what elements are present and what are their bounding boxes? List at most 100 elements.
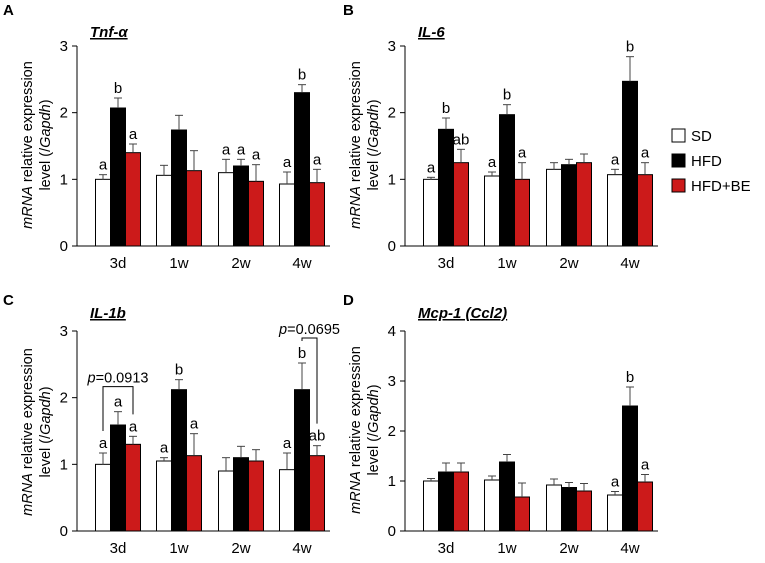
legend-label-sd: SD <box>691 128 712 145</box>
bar-sd <box>484 175 500 247</box>
bar-hfd <box>499 114 515 247</box>
significance-label: a <box>283 435 292 452</box>
y-tick-label: 1 <box>388 171 396 188</box>
legend: SD HFD HFD+BE <box>671 128 751 195</box>
panel-a-ylabel-line2: level (/Gapdh) <box>38 99 54 190</box>
panel-b-ylabel-line2: level (/Gapdh) <box>366 99 382 190</box>
bar-hfd <box>438 128 454 247</box>
significance-label: a <box>237 141 246 158</box>
x-tick-label: 3d <box>110 255 127 272</box>
x-tick-label: 1w <box>497 540 516 557</box>
panel-letter-c: C <box>3 292 14 309</box>
significance-label: b <box>503 87 511 104</box>
panel-c: C IL-1b mRNA relative expression level (… <box>3 292 126 516</box>
y-tick-label: 0 <box>60 523 68 540</box>
legend-swatch-hfd <box>671 153 686 168</box>
pvalue-label: p=0.0913 <box>87 371 149 387</box>
panel-letter-b: B <box>343 2 354 19</box>
y-tick-label: 3 <box>388 38 396 55</box>
bar-hfd-be <box>453 471 469 532</box>
pvalue-bracket <box>301 337 318 424</box>
bar-hfd <box>438 471 454 532</box>
x-tick-label: 3d <box>438 540 455 557</box>
bar-hfd <box>233 457 249 532</box>
y-tick-label: 3 <box>60 38 68 55</box>
bar-hfd-be <box>576 162 592 247</box>
panel-b: B IL-6 mRNA relative expression level (/… <box>343 2 445 229</box>
chart-d: 0 1 2 3 4 3d 1w 2w 4w a b a <box>388 323 658 557</box>
legend-label-hfd: HFD <box>691 153 722 170</box>
significance-label: b <box>175 362 183 379</box>
bar-hfd <box>233 165 249 247</box>
significance-label: a <box>114 394 123 411</box>
y-tick-label: 2 <box>60 390 68 407</box>
x-tick-label: 2w <box>559 540 578 557</box>
significance-label: b <box>298 67 306 84</box>
pvalue-bracket <box>102 386 134 431</box>
y-tick-label: 1 <box>60 456 68 473</box>
pvalue-label: p=0.0695 <box>278 322 340 338</box>
panel-letter-a: A <box>3 2 14 19</box>
significance-label: a <box>283 154 292 171</box>
y-tick-label: 2 <box>388 423 396 440</box>
bar-sd <box>156 460 172 532</box>
bar-hfd <box>294 389 310 532</box>
legend-label-hfd-be: HFD+BE <box>691 178 751 195</box>
bar-hfd-be <box>248 180 264 247</box>
bar-hfd <box>110 107 126 247</box>
bar-hfd <box>622 405 638 532</box>
panel-b-ylabel-line1: mRNA relative expression <box>348 61 364 229</box>
bar-hfd-be <box>637 174 653 247</box>
bar-sd <box>484 479 500 532</box>
bar-hfd <box>171 129 187 247</box>
bar-hfd-be <box>309 182 325 247</box>
bar-sd <box>546 168 562 247</box>
bar-sd <box>95 463 111 532</box>
significance-label: a <box>641 145 650 162</box>
x-tick-label: 3d <box>110 540 127 557</box>
x-tick-label: 1w <box>497 255 516 272</box>
bar-sd <box>607 494 623 532</box>
bar-hfd-be <box>576 490 592 532</box>
bar-hfd-be <box>186 170 202 247</box>
x-tick-label: 2w <box>231 540 250 557</box>
x-tick-label: 3d <box>438 255 455 272</box>
x-tick-label: 4w <box>620 255 639 272</box>
significance-label: ab <box>309 428 326 445</box>
bar-hfd-be <box>309 455 325 532</box>
y-tick-label: 2 <box>60 105 68 122</box>
significance-label: a <box>488 154 497 171</box>
bar-hfd <box>622 80 638 247</box>
significance-label: a <box>611 474 620 491</box>
y-tick-label: 0 <box>388 523 396 540</box>
bar-hfd-be <box>453 162 469 247</box>
panel-d-ylabel-line2: level (/Gapdh) <box>366 384 382 475</box>
significance-label: a <box>222 141 231 158</box>
bar-hfd <box>110 424 126 532</box>
significance-label: ab <box>453 131 470 148</box>
bar-hfd <box>561 487 577 532</box>
legend-swatch-sd <box>671 128 686 143</box>
bar-hfd <box>294 92 310 247</box>
bar-hfd-be <box>248 460 264 532</box>
x-tick-label: 1w <box>169 255 188 272</box>
panel-a: A Tnf-α mRNA relative expression level (… <box>3 2 128 229</box>
panel-letter-d: D <box>343 292 354 309</box>
x-tick-label: 1w <box>169 540 188 557</box>
bar-sd <box>423 480 439 532</box>
bar-sd <box>279 183 295 247</box>
bar-hfd-be <box>125 152 141 247</box>
x-tick-label: 4w <box>292 540 311 557</box>
significance-label: a <box>129 126 138 143</box>
bar-sd <box>218 470 234 532</box>
y-tick-label: 4 <box>388 323 396 340</box>
bar-sd <box>95 178 111 247</box>
bar-hfd <box>499 461 515 532</box>
bar-hfd-be <box>514 178 530 247</box>
x-tick-label: 4w <box>292 255 311 272</box>
panel-a-title: Tnf-α <box>90 24 128 41</box>
bar-sd <box>607 174 623 247</box>
